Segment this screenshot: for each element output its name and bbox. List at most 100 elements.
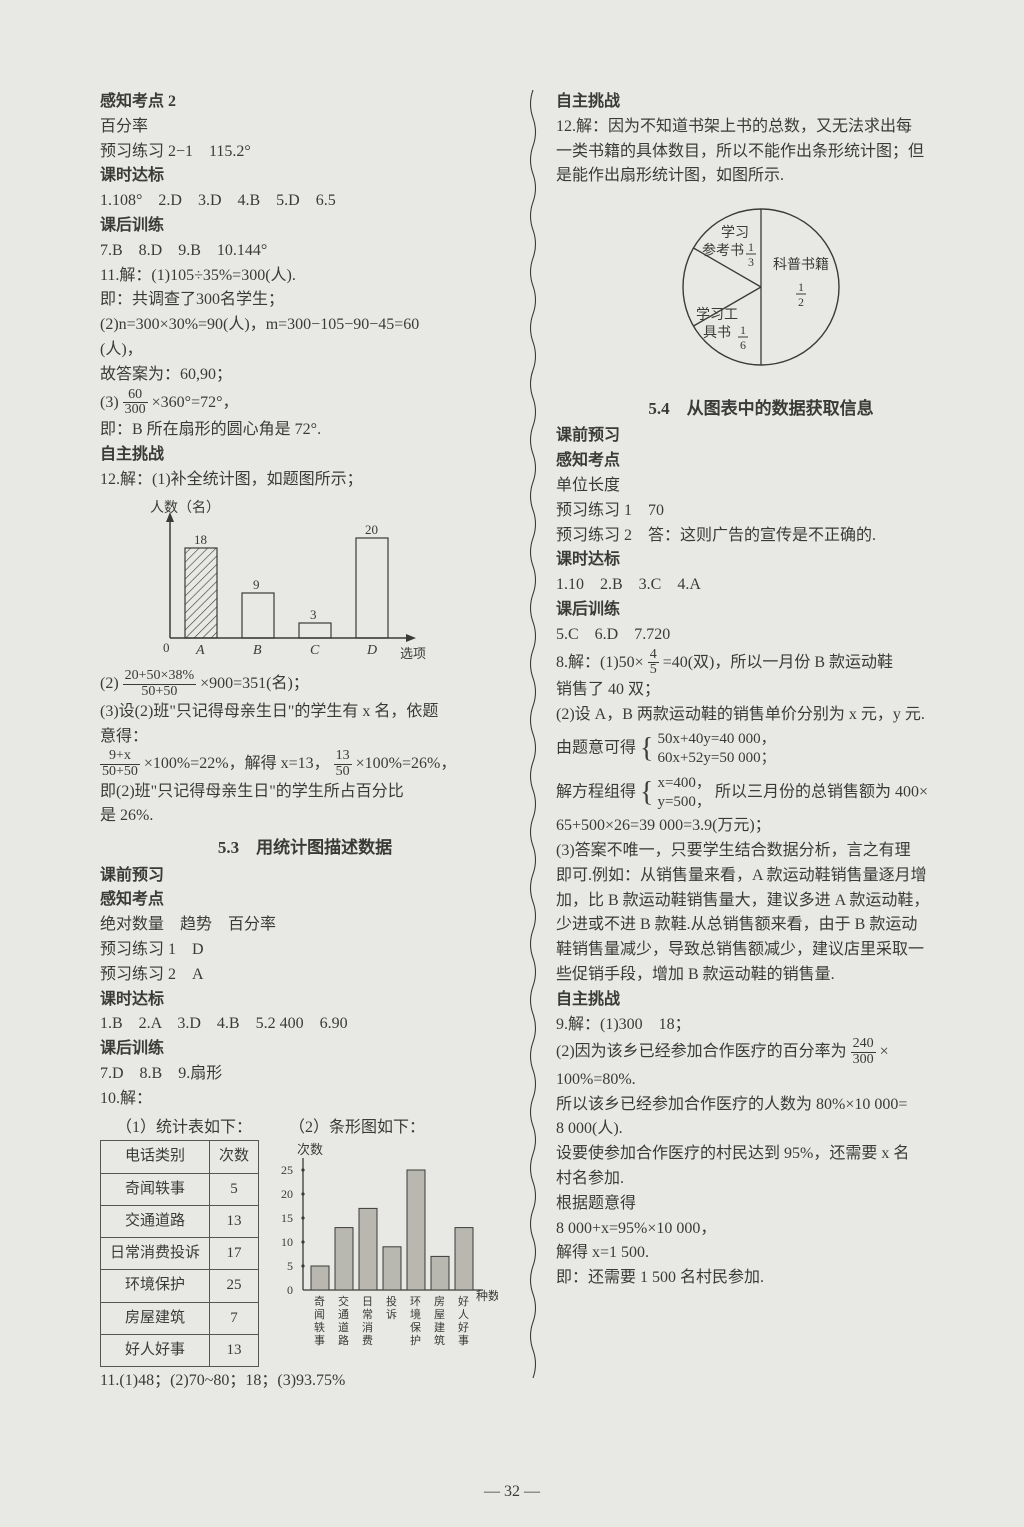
text: 设要使参加合作医疗的村民达到 95%，还需要 x 名 [556, 1142, 966, 1167]
text: 加，比 B 款运动鞋销售量大，建议多进 A 款运动鞋， [556, 889, 966, 914]
svg-text:10: 10 [281, 1235, 293, 1249]
text: 10.解： [100, 1087, 510, 1112]
fraction: 9+x50+50 [100, 749, 140, 779]
svg-text:常: 常 [362, 1308, 373, 1321]
svg-text:轶: 轶 [314, 1320, 325, 1334]
section-title: 5.4 从图表中的数据获取信息 [556, 396, 966, 422]
text: 100%=80%. [556, 1068, 966, 1093]
text: =40(双)，所以一月份 B 款运动鞋 [663, 653, 893, 670]
text: (3)设(2)班"只记得母亲生日"的学生有 x 名，依题 [100, 700, 510, 725]
svg-text:好: 好 [458, 1320, 469, 1334]
table-row: 交通道路13 [101, 1205, 259, 1237]
text: ×100%=22%，解得 x=13， [144, 755, 330, 772]
text: 5.C 6.D 7.720 [556, 623, 966, 648]
text: 8.解：(1)50× 45 =40(双)，所以一月份 B 款运动鞋 [556, 648, 966, 678]
text: 鞋销售量减少，导致总销售额减少，建议店里采取一 [556, 938, 966, 963]
text: 预习练习 1 70 [556, 499, 966, 524]
text: 单位长度 [556, 474, 966, 499]
text: (3) 60300 ×360°=72°， [100, 388, 510, 418]
text: 意得： [100, 725, 510, 750]
svg-text:1: 1 [740, 323, 746, 337]
svg-text:1: 1 [748, 240, 754, 254]
text: 8 000+x=95%×10 000， [556, 1217, 966, 1242]
cell: 日常消费投诉 [101, 1238, 210, 1270]
text: x=400， [657, 775, 710, 791]
heading: 感知考点 [100, 888, 510, 913]
text: (3) [100, 393, 119, 410]
svg-text:5: 5 [287, 1259, 293, 1273]
svg-text:人: 人 [458, 1308, 469, 1321]
text: 1.10 2.B 3.C 4.A [556, 573, 966, 598]
cell: 好人好事 [101, 1334, 210, 1366]
svg-text:屋: 屋 [434, 1308, 445, 1321]
cell: 7 [210, 1302, 259, 1334]
fraction: 1350 [334, 749, 352, 779]
svg-text:通: 通 [338, 1308, 349, 1321]
text: 即：共调查了300名学生； [100, 288, 510, 313]
bar-chart-svg: 人数（名） 0 18 [130, 498, 430, 663]
bar-chart-2: 次数 25 20 15 10 5 0 [273, 1140, 498, 1360]
cell: 电话类别 [101, 1141, 210, 1173]
svg-text:20: 20 [281, 1187, 293, 1201]
pie-chart: 学习 参考书 科普书籍 学习工 具书 13 12 16 [556, 197, 966, 386]
text: ×900=351(名)； [200, 675, 309, 692]
text: 50x+40y=40 000， [657, 731, 775, 747]
right-column: 自主挑战 12.解：因为不知道书架上书的总数，又无法求出每 一类书籍的具体数目，… [556, 90, 966, 1394]
text: 即：B 所在扇形的圆心角是 72°. [100, 418, 510, 443]
svg-text:人数（名）: 人数（名） [150, 500, 220, 516]
text: 65+500×26=39 000=3.9(万元)； [556, 814, 966, 839]
cell: 房屋建筑 [101, 1302, 210, 1334]
cell: 13 [210, 1334, 259, 1366]
text: 解方程组得 [556, 783, 636, 800]
svg-text:B: B [253, 643, 262, 658]
text: 7.B 8.D 9.B 10.144° [100, 239, 510, 264]
text: × [880, 1043, 889, 1060]
text: 村名参加. [556, 1167, 966, 1192]
table-row: 环境保护25 [101, 1270, 259, 1302]
text: 1.B 2.A 3.D 4.B 5.2 400 6.90 [100, 1012, 510, 1037]
text: 即(2)班"只记得母亲生日"的学生所占百分比 [100, 780, 510, 805]
fraction: 60300 [123, 388, 148, 418]
section-title: 5.3 用统计图描述数据 [100, 835, 510, 861]
text: 预习练习 2 A [100, 963, 510, 988]
heading: 感知考点 [556, 449, 966, 474]
text: 是能作出扇形统计图，如图所示. [556, 164, 966, 189]
text: 些促销手段，增加 B 款运动鞋的销售量. [556, 963, 966, 988]
page-number: — 32 — [0, 1483, 1024, 1501]
svg-text:科普书籍: 科普书籍 [773, 256, 829, 273]
svg-text:交: 交 [338, 1294, 349, 1308]
text: (2) 20+50×38%50+50 ×900=351(名)； [100, 669, 510, 699]
svg-text:建: 建 [434, 1320, 445, 1334]
svg-text:投: 投 [386, 1294, 397, 1308]
svg-text:种数: 种数 [476, 1288, 498, 1303]
svg-text:环: 环 [410, 1296, 421, 1308]
page: 感知考点 2 百分率 预习练习 2−1 115.2° 课时达标 1.108° 2… [0, 0, 1024, 1424]
svg-text:境: 境 [410, 1307, 421, 1321]
text: 8 000(人). [556, 1117, 966, 1142]
svg-text:消: 消 [362, 1320, 373, 1334]
cell: 次数 [210, 1141, 259, 1173]
text: 11.(1)48；(2)70~80；18；(3)93.75% [100, 1369, 510, 1394]
svg-text:诉: 诉 [386, 1308, 397, 1321]
cell: 环境保护 [101, 1270, 210, 1302]
heading: 课后训练 [100, 214, 510, 239]
heading: 自主挑战 [100, 443, 510, 468]
text: (2)因为该乡已经参加合作医疗的百分率为 240300 × [556, 1037, 966, 1067]
heading: 课时达标 [556, 548, 966, 573]
svg-text:20: 20 [365, 522, 378, 537]
svg-text:0: 0 [287, 1283, 293, 1297]
text: 11.解：(1)105÷35%=300(人). [100, 264, 510, 289]
heading: 课前预习 [100, 864, 510, 889]
svg-text:筑: 筑 [434, 1333, 445, 1347]
heading: 自主挑战 [556, 988, 966, 1013]
heading: 课后训练 [556, 598, 966, 623]
svg-text:25: 25 [281, 1163, 293, 1177]
text: 1.108° 2.D 3.D 4.B 5.D 6.5 [100, 189, 510, 214]
text: (2)设 A，B 两款运动鞋的销售单价分别为 x 元，y 元. [556, 703, 966, 728]
text: 所以该乡已经参加合作医疗的人数为 80%×10 000= [556, 1093, 966, 1118]
text: (3)答案不唯一，只要学生结合数据分析，言之有理 [556, 839, 966, 864]
caption: （2）条形图如下： [273, 1116, 498, 1141]
svg-text:选项: 选项 [400, 646, 426, 661]
table-row: 房屋建筑7 [101, 1302, 259, 1334]
text: 即可.例如：从销售量来看，A 款运动鞋销售量逐月增 [556, 864, 966, 889]
